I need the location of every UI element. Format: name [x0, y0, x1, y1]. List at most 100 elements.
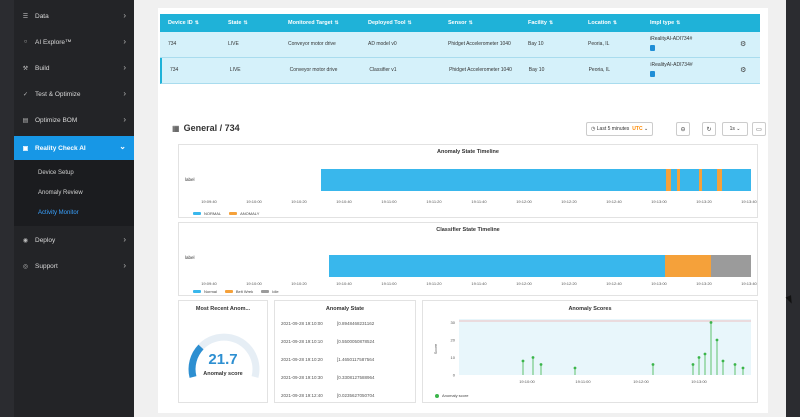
display-mode-button[interactable]: ▭ — [752, 122, 766, 136]
sidebar-item-test-optimize[interactable]: ✓ Test & Optimize › — [14, 84, 134, 104]
x-tick-label: 19:13:20 — [696, 199, 712, 204]
list-item: 2021-09-28 19:10:30 [0.3308127588964 — [281, 375, 375, 380]
score-point — [521, 359, 525, 363]
list-item: 2021-09-28 19:10:00 [0.8948468231162 — [281, 321, 375, 326]
sidebar-subitem-activity-monitor[interactable]: Activity Monitor — [14, 204, 134, 222]
table-cell: Classifier v1 — [369, 67, 397, 73]
x-tick-label: 19:12:40 — [606, 281, 622, 286]
sidebar-item-label: AI Explore™ — [35, 38, 72, 46]
mouse-cursor — [785, 295, 795, 305]
table-cell: 734 — [168, 41, 177, 47]
sidebar-subitem-anomaly-review[interactable]: Anomaly Review — [14, 184, 134, 202]
chevron-right-icon: › — [123, 37, 126, 46]
sidebar-item-label: Data — [35, 12, 49, 20]
y-axis-label: Score — [433, 343, 438, 354]
x-tick-label: 19:12:00 — [633, 379, 649, 384]
table-row[interactable]: 734 LIVE Conveyor motor drive Classifier… — [160, 58, 760, 84]
monitor-icon: ▭ — [756, 126, 762, 133]
sidebar-item-optimize-bom[interactable]: ▤ Optimize BOM › — [14, 110, 134, 130]
sidebar-item-data[interactable]: ☰ Data › — [14, 6, 134, 26]
sort-icon: ⇅ — [612, 19, 618, 26]
sidebar-item-label: Test & Optimize — [35, 90, 81, 98]
panel-title: Classifier State Timeline — [436, 227, 500, 233]
time-range-picker[interactable]: ◷ Last 5 minutes UTC ⌄ — [586, 122, 654, 136]
dashboard-title: General / 734 — [183, 123, 240, 133]
column-header[interactable]: Sensor ⇅ — [448, 19, 473, 26]
sidebar-subitem-label: Device Setup — [38, 170, 74, 176]
x-tick-label: 19:10:20 — [291, 199, 307, 204]
sidebar: ☰ Data › ○ AI Explore™ › ⚒ Build › ✓ Tes… — [14, 0, 134, 417]
score-point — [715, 338, 719, 342]
sidebar-item-label: Support — [35, 262, 58, 270]
x-tick-label: 19:10:20 — [291, 281, 307, 286]
list-item: 2021-09-28 19:10:20 [1.4650117587564 — [281, 357, 375, 362]
zoom-out-button[interactable]: ⊖ — [676, 122, 690, 136]
timeline-segment-anomaly — [666, 169, 671, 191]
column-header[interactable]: State ⇅ — [228, 19, 248, 26]
chevron-right-icon: › — [123, 235, 126, 244]
anomaly-scores-panel: Anomaly Scores 30 20 10 0 Score 19:10:00 19:11… — [422, 300, 758, 403]
x-tick-label: 19:11:00 — [381, 199, 397, 204]
x-tick-label: 19:13:00 — [691, 379, 707, 384]
sidebar-item-deploy[interactable]: ◉ Deploy › — [14, 230, 134, 250]
timeline-segment-normal — [321, 169, 751, 191]
sidebar-item-ai-explore[interactable]: ○ AI Explore™ › — [14, 32, 134, 52]
device-table: Device ID ⇅ State ⇅ Monitored Target ⇅ Depl… — [160, 14, 760, 84]
score-point — [703, 352, 707, 356]
anomaly-timeline-chart: 19:09:40 19:10:00 19:10:20 19:10:40 19:11:00… — [201, 169, 758, 204]
x-tick-label: 19:10:00 — [246, 281, 262, 286]
sidebar-subitem-device-setup[interactable]: Device Setup — [14, 164, 134, 182]
legend: Anomaly score — [435, 393, 476, 398]
legend-item[interactable]: NORMAL — [193, 211, 221, 216]
y-tick-label: 20 — [451, 338, 456, 343]
legend-item[interactable]: Anomaly score — [435, 393, 468, 398]
column-header[interactable]: Monitored Target ⇅ — [288, 19, 339, 26]
download-icon[interactable] — [650, 44, 655, 51]
column-header[interactable]: Location ⇅ — [588, 19, 618, 26]
column-header[interactable]: Facility ⇅ — [528, 19, 554, 26]
chevron-right-icon: › — [123, 261, 126, 270]
gear-icon[interactable]: ⚙ — [740, 40, 747, 48]
panel-title: Most Recent Anom... — [195, 306, 251, 312]
sidebar-item-support[interactable]: ◎ Support › — [14, 256, 134, 276]
database-icon: ☰ — [22, 13, 29, 20]
sort-icon: ⇅ — [334, 19, 339, 26]
panel-title: Anomaly Scores — [568, 306, 612, 312]
x-tick-label: 19:10:40 — [336, 199, 352, 204]
legend: Normal Belt Wrek Idle — [193, 289, 287, 294]
refresh-button[interactable]: ↻ — [702, 122, 716, 136]
chevron-down-icon: ⌄ — [642, 126, 649, 132]
x-tick-label: 19:10:00 — [519, 379, 535, 384]
x-tick-label: 19:11:20 — [426, 281, 442, 286]
column-header[interactable]: Device ID ⇅ — [168, 19, 199, 26]
column-header[interactable]: Deployed Tool ⇅ — [368, 19, 412, 26]
sort-icon: ⇅ — [194, 19, 199, 26]
column-header[interactable]: Impl type ⇅ — [650, 19, 681, 26]
score-point — [691, 363, 695, 366]
sidebar-item-build[interactable]: ⚒ Build › — [14, 58, 134, 78]
legend-item[interactable]: Idle — [261, 289, 279, 294]
sort-icon: ⇅ — [676, 19, 681, 26]
gear-icon[interactable]: ⚙ — [740, 66, 747, 74]
legend-item[interactable]: Normal — [193, 289, 217, 294]
x-tick-label: 19:09:40 — [201, 199, 217, 204]
sidebar-item-reality-check-ai[interactable]: ▣ Reality Check AI ⌄ — [14, 136, 134, 160]
anomaly-state-timeline-panel: Anomaly State Timeline label 19:09:40 19:… — [178, 144, 758, 218]
zoom-out-icon: ⊖ — [680, 126, 686, 133]
score-point — [651, 363, 655, 366]
table-row[interactable]: 734 LIVE Conveyor motor drive AD model v… — [160, 32, 760, 58]
download-icon[interactable] — [650, 70, 656, 77]
chevron-right-icon: › — [123, 63, 126, 72]
legend-item[interactable]: ANOMALY — [229, 211, 259, 216]
table-cell: 734 — [170, 67, 179, 73]
x-tick-label: 19:11:20 — [426, 199, 442, 204]
sort-icon: ⇅ — [243, 19, 248, 26]
refresh-interval-select[interactable]: 1s ⌄ — [722, 122, 748, 136]
y-tick-label: 10 — [451, 355, 456, 360]
table-cell: iRealityAI-ADI734# — [642, 62, 732, 80]
x-tick-label: 19:11:00 — [575, 379, 591, 384]
legend-item[interactable]: Belt Wrek — [224, 289, 253, 294]
table-cell: Conveyor motor drive — [289, 67, 338, 73]
y-tick-label: 30 — [451, 320, 456, 325]
x-tick-label: 19:11:40 — [471, 281, 487, 286]
